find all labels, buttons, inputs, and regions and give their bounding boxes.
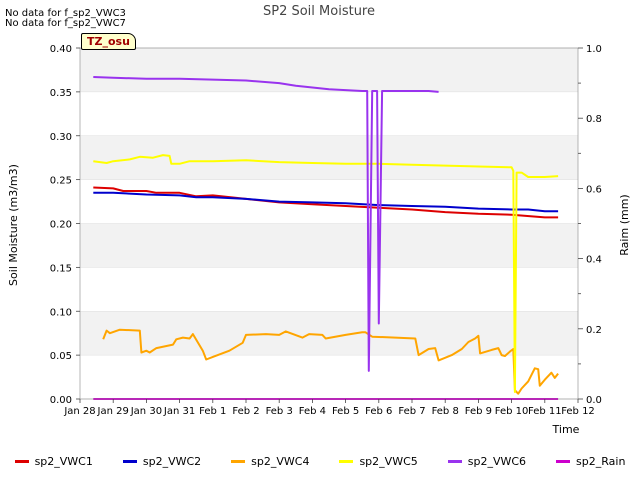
x-tick-label: Jan 31 <box>163 406 195 417</box>
background-band <box>80 48 578 92</box>
x-tick-label: Feb 12 <box>561 406 595 417</box>
y-tick-label: 0.35 <box>50 88 72 99</box>
legend-swatch <box>339 459 354 463</box>
x-tick-label: Feb 9 <box>465 406 492 417</box>
x-tick-label: Jan 28 <box>63 406 95 417</box>
x-tick-label: Feb 7 <box>398 406 425 417</box>
x-tick-label: Feb 2 <box>232 406 259 417</box>
y2-axis-ticks: 0.0 0.2 0.4 0.6 0.8 1.0 <box>578 44 602 406</box>
legend-swatch <box>556 459 571 463</box>
legend-label: sp2_Rain <box>576 454 626 468</box>
background-band <box>80 135 578 180</box>
legend-swatch <box>14 459 29 463</box>
x-axis-label: Time <box>552 423 580 436</box>
y-tick-label: 0.05 <box>50 351 72 362</box>
legend-item-sp2-rain: sp2_Rain <box>556 450 625 472</box>
y-axis-label: Soil Moisture (m3/m3) <box>7 164 20 286</box>
legend-swatch <box>122 459 137 463</box>
x-tick-label: Jan 29 <box>97 406 129 417</box>
gridlines <box>80 47 578 400</box>
legend-label: sp2_VWC6 <box>467 454 527 468</box>
legend-item-sp2-vwc4: sp2_VWC4 <box>231 450 309 472</box>
x-tick-label: Feb 5 <box>332 406 359 417</box>
background-band <box>80 311 578 356</box>
legend-item-sp2-vwc6: sp2_VWC6 <box>447 450 527 472</box>
y2-tick-label: 0.8 <box>586 114 602 125</box>
legend-item-sp2-vwc2: sp2_VWC2 <box>122 450 202 472</box>
legend-label: sp2_VWC2 <box>142 454 202 468</box>
x-tick-label: Feb 4 <box>299 406 326 417</box>
legend-label: sp2_VWC1 <box>34 454 93 468</box>
legend-item-sp2-vwc1: sp2_VWC1 <box>14 450 93 472</box>
series-line-sp2-vwc6 <box>93 76 439 372</box>
timezone-badge: TZ_osu <box>81 33 136 50</box>
legend-label: sp2_VWC4 <box>251 454 310 468</box>
background-band <box>80 223 578 268</box>
y2-tick-label: 0.6 <box>586 184 602 195</box>
y-tick-label: 0.25 <box>50 176 72 187</box>
y2-tick-label: 0.4 <box>586 255 602 266</box>
series-line-sp2-vwc5 <box>93 154 559 393</box>
series-line-sp2-vwc2 <box>93 191 559 213</box>
legend-swatch <box>447 459 462 463</box>
x-tick-label: Feb 1 <box>199 406 226 417</box>
legend-label: sp2_VWC5 <box>359 454 418 468</box>
y2-tick-label: 0.2 <box>586 325 602 336</box>
legend-item-sp2-vwc5: sp2_VWC5 <box>339 450 418 472</box>
y2-axis-label: Raim (mm) <box>618 194 631 255</box>
chart-title: SP2 Soil Moisture <box>263 4 375 19</box>
y-tick-label: 0.10 <box>50 307 72 318</box>
x-tick-label: Feb 10 <box>495 406 529 417</box>
y-tick-label: 0.20 <box>50 220 72 231</box>
plot-background-bands <box>80 48 578 356</box>
y-axis-ticks: 0.00 0.05 0.10 0.15 0.20 0.25 0.30 0.35 0.40 <box>50 44 80 406</box>
y2-tick-label: 0.0 <box>586 395 602 406</box>
x-tick-label: Feb 6 <box>365 406 392 417</box>
x-tick-label: Jan 30 <box>130 406 162 417</box>
y-tick-label: 0.30 <box>50 132 72 143</box>
x-tick-label: Feb 3 <box>266 406 293 417</box>
legend-swatch <box>231 459 246 463</box>
no-data-note-1: No data for f_sp2_VWC3 <box>5 8 126 19</box>
y2-tick-label: 1.0 <box>586 44 602 55</box>
x-tick-label: Feb 11 <box>528 406 562 417</box>
x-tick-label: Feb 8 <box>432 406 459 417</box>
chart-legend: sp2_VWC1 sp2_VWC2 sp2_VWC4 sp2_VWC5 sp2_VWC6… <box>0 450 640 472</box>
y-tick-label: 0.15 <box>50 263 72 274</box>
x-axis-ticks: Jan 28 Jan 29 Jan 30 Jan 31 Feb 1 Feb 2 Feb 3 F… <box>63 399 595 417</box>
no-data-note-2: No data for f_sp2_VWC7 <box>5 18 126 29</box>
y-tick-label: 0.00 <box>50 395 72 406</box>
y-tick-label: 0.40 <box>50 44 72 55</box>
